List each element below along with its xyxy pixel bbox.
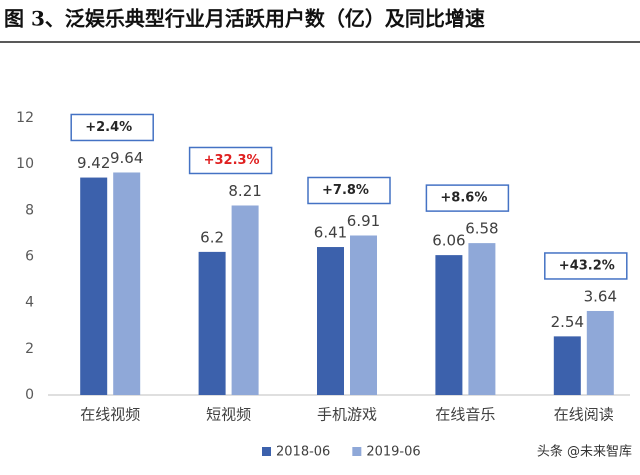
data-label: 2.54 [551,313,584,331]
bar [231,205,259,395]
annotation-box [307,176,391,205]
annotation: +7.8% [322,183,369,198]
bar [350,235,377,395]
bar [468,243,496,395]
y-tick-label: 2 [25,341,34,357]
data-label: 8.21 [228,182,261,200]
y-tick-label: 4 [25,295,34,311]
data-label: 3.64 [584,287,617,305]
annotation-box [188,146,273,175]
x-tick-label: 手机游戏 [317,406,377,424]
data-label: 6.06 [432,232,465,250]
annotation: +2.4% [85,120,132,135]
data-label: 6.91 [347,212,380,230]
legend-swatch [352,447,362,456]
y-tick-label: 6 [25,249,34,265]
data-label: 9.42 [77,154,110,172]
y-tick-label: 10 [16,156,34,172]
x-tick-label: 在线视频 [80,406,140,424]
annotation: +32.3% [204,153,260,168]
bar [113,172,141,395]
data-label: 6.2 [200,228,224,246]
data-label: 6.41 [314,224,347,242]
watermark: 头条 @未来智库 [537,444,632,460]
bar [80,177,108,395]
y-tick-label: 0 [25,387,34,403]
bar [317,247,344,395]
bar [553,336,581,395]
y-tick-label: 12 [16,110,34,126]
bar [586,310,614,395]
annotation-box [425,184,510,212]
annotation-box [544,252,628,280]
legend-swatch [262,447,271,456]
bar [198,251,226,395]
chart-title: 图 3、泛娱乐典型行业月活跃用户数（亿）及同比增速 [4,7,485,31]
legend-label: 2018-06 [276,445,330,460]
annotation: +8.6% [440,191,487,206]
bar [435,255,463,395]
annotation-box [70,113,154,142]
y-tick-label: 8 [25,202,34,218]
x-tick-label: 在线阅读 [554,406,614,424]
legend-label: 2019-06 [366,445,420,460]
data-label: 6.58 [465,220,498,238]
data-label: 9.64 [110,149,143,167]
annotation: +43.2% [559,258,615,273]
x-tick-label: 在线音乐 [435,406,495,424]
x-tick-label: 短视频 [206,406,251,424]
